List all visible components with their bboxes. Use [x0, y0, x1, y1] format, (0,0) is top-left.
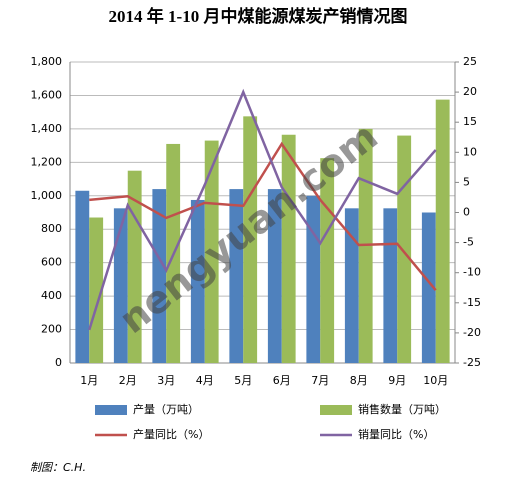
bar	[89, 217, 104, 363]
bar	[243, 116, 258, 363]
bar	[190, 199, 205, 363]
y-tick-label: 400	[41, 289, 62, 302]
y-tick-label: 1,800	[31, 55, 63, 68]
y2-tick-label: -25	[463, 356, 481, 369]
bar	[152, 189, 167, 363]
bar	[229, 189, 244, 363]
bar	[421, 212, 436, 363]
line	[88, 88, 437, 331]
bar	[383, 208, 398, 363]
y2-tick-label: -15	[463, 296, 481, 309]
y2-tick-label: 0	[463, 206, 470, 219]
bar	[320, 158, 335, 363]
y-tick-label: 1,200	[31, 155, 63, 168]
x-tick-label: 4月	[196, 374, 214, 387]
y2-tick-label: -10	[463, 266, 481, 279]
x-tick-label: 1月	[80, 374, 98, 387]
y2-tick-label: 20	[463, 85, 477, 98]
bar	[397, 135, 412, 363]
y2-tick-label: -20	[463, 326, 481, 339]
y-tick-label: 800	[41, 222, 62, 235]
line	[89, 141, 437, 291]
x-tick-label: 6月	[273, 374, 291, 387]
bar	[306, 195, 321, 363]
legend-label: 销量同比（%）	[358, 427, 434, 441]
y2-tick-label: -5	[463, 236, 474, 249]
x-tick-label: 3月	[157, 374, 175, 387]
legend-swatch	[95, 405, 127, 415]
footer: 制图：C.H.	[30, 461, 86, 474]
bar	[204, 140, 219, 363]
y-tick-label: 1,000	[31, 189, 63, 202]
x-tick-label: 2月	[119, 374, 137, 387]
x-tick-label: 8月	[350, 374, 368, 387]
bar	[344, 208, 359, 363]
y2-tick-label: 5	[463, 175, 470, 188]
x-tick-label: 10月	[423, 374, 448, 387]
y2-tick-label: 10	[463, 145, 477, 158]
y-tick-label: 600	[41, 256, 62, 269]
bar	[75, 190, 90, 363]
legend-label: 产量同比（%）	[133, 427, 209, 441]
y-tick-label: 0	[55, 356, 62, 369]
bar	[113, 208, 128, 363]
x-tick-label: 7月	[311, 374, 329, 387]
bar	[435, 99, 450, 363]
legend-label: 产量（万吨）	[133, 402, 199, 416]
x-tick-label: 5月	[234, 374, 252, 387]
bar	[127, 170, 142, 363]
legend-swatch	[320, 405, 352, 415]
y-tick-label: 1,400	[31, 122, 63, 135]
x-tick-label: 9月	[388, 374, 406, 387]
legend-label: 销售数量（万吨）	[358, 402, 446, 416]
bar	[267, 189, 282, 363]
y2-tick-label: 25	[463, 55, 477, 68]
y-tick-label: 200	[41, 323, 62, 336]
y-tick-label: 1,600	[31, 88, 63, 101]
y2-tick-label: 15	[463, 115, 477, 128]
chart-title: 2014 年 1-10 月中煤能源煤炭产销情况图	[109, 6, 408, 26]
